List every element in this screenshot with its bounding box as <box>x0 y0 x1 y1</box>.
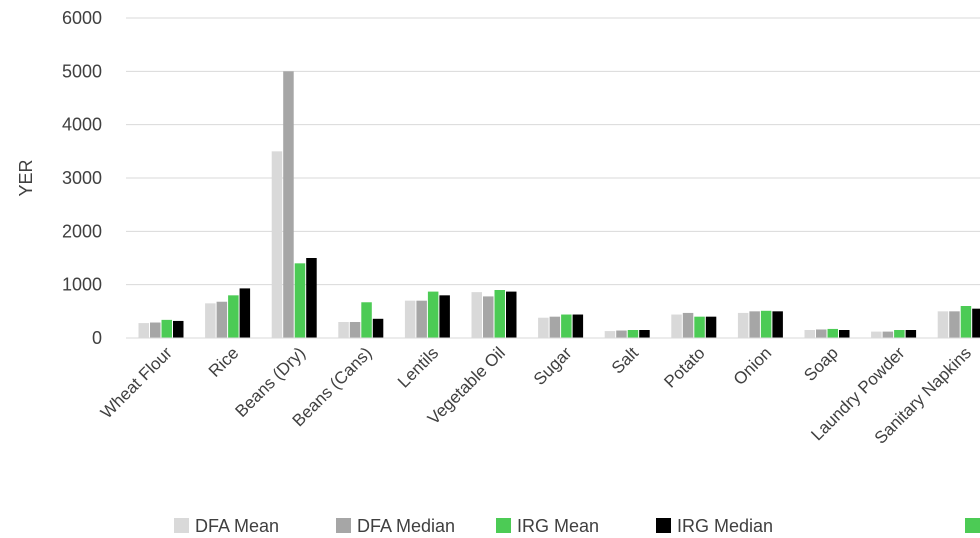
bar <box>404 300 416 338</box>
bar <box>173 320 184 338</box>
category-label: Onion <box>730 343 776 389</box>
legend-label: DFA Mean <box>195 516 279 536</box>
y-tick-label: 5000 <box>62 61 102 81</box>
bar <box>749 311 760 338</box>
category-label: Salt <box>608 343 642 377</box>
bar <box>972 308 980 338</box>
bar <box>561 314 572 338</box>
y-axis-ticks: 0 1000 2000 3000 4000 5000 6000 <box>62 8 102 348</box>
bar <box>572 314 584 338</box>
bars <box>138 71 980 338</box>
bar <box>627 330 639 338</box>
legend-swatch <box>656 518 671 533</box>
y-tick-label: 3000 <box>62 168 102 188</box>
bar <box>416 300 427 338</box>
bar <box>439 295 450 338</box>
bar <box>671 314 682 338</box>
bar <box>338 322 349 338</box>
bar <box>871 331 882 338</box>
bar <box>205 303 216 338</box>
bar <box>427 291 439 338</box>
bar <box>937 311 949 338</box>
legend: DFA Mean DFA Median IRG Mean IRG Median <box>174 516 773 536</box>
legend-swatch <box>336 518 351 533</box>
y-axis-label: YER <box>16 159 36 196</box>
bar <box>882 331 894 338</box>
bar <box>161 319 172 338</box>
bar <box>283 71 294 338</box>
bar <box>737 312 749 338</box>
bar <box>827 328 838 338</box>
bar <box>694 316 705 338</box>
bar <box>361 302 372 338</box>
bar <box>760 310 772 338</box>
bar <box>306 258 317 338</box>
category-label: Potato <box>660 343 708 391</box>
bar <box>705 316 717 338</box>
bar <box>639 330 650 338</box>
legend-item: DFA Mean <box>174 516 279 536</box>
bar <box>960 306 972 338</box>
bar <box>138 323 149 338</box>
legend-swatch <box>174 518 189 533</box>
bar <box>349 322 361 338</box>
legend-label: IRG Median <box>677 516 773 536</box>
y-tick-label: 2000 <box>62 221 102 241</box>
bar <box>616 330 627 338</box>
y-tick-label: 6000 <box>62 8 102 28</box>
bar <box>506 291 517 338</box>
y-tick-label: 1000 <box>62 275 102 295</box>
category-label: Sugar <box>530 343 576 389</box>
legend-swatch <box>496 518 511 533</box>
legend-item: DFA Median <box>336 516 455 536</box>
bar <box>239 288 251 338</box>
bar <box>216 301 228 338</box>
bar <box>949 311 960 338</box>
bar <box>816 329 827 338</box>
y-tick-label: 0 <box>92 328 102 348</box>
bar <box>228 295 239 338</box>
bar <box>905 330 917 338</box>
bar <box>682 312 694 338</box>
category-label: Rice <box>205 343 242 380</box>
legend-label: DFA Median <box>357 516 455 536</box>
bar <box>372 318 384 338</box>
bar <box>772 311 783 338</box>
bar <box>271 151 283 338</box>
bar <box>483 296 494 338</box>
bar <box>150 322 161 338</box>
gridlines <box>126 17 980 286</box>
category-label: Lentils <box>394 343 442 391</box>
bar <box>839 330 850 338</box>
bar <box>471 292 482 338</box>
bar <box>604 331 616 338</box>
bar <box>538 317 549 338</box>
bar <box>294 263 306 338</box>
category-label: Wheat Flour <box>97 343 176 422</box>
bar <box>894 330 905 338</box>
bar <box>549 316 561 338</box>
legend-label: IRG Mean <box>517 516 599 536</box>
bar <box>494 290 505 338</box>
bar <box>804 330 815 338</box>
category-label: Soap <box>800 343 842 385</box>
legend-item: IRG Median <box>656 516 773 536</box>
legend-item: IRG Mean <box>496 516 599 536</box>
legend-swatch-partial <box>965 518 980 533</box>
y-tick-label: 4000 <box>62 115 102 135</box>
